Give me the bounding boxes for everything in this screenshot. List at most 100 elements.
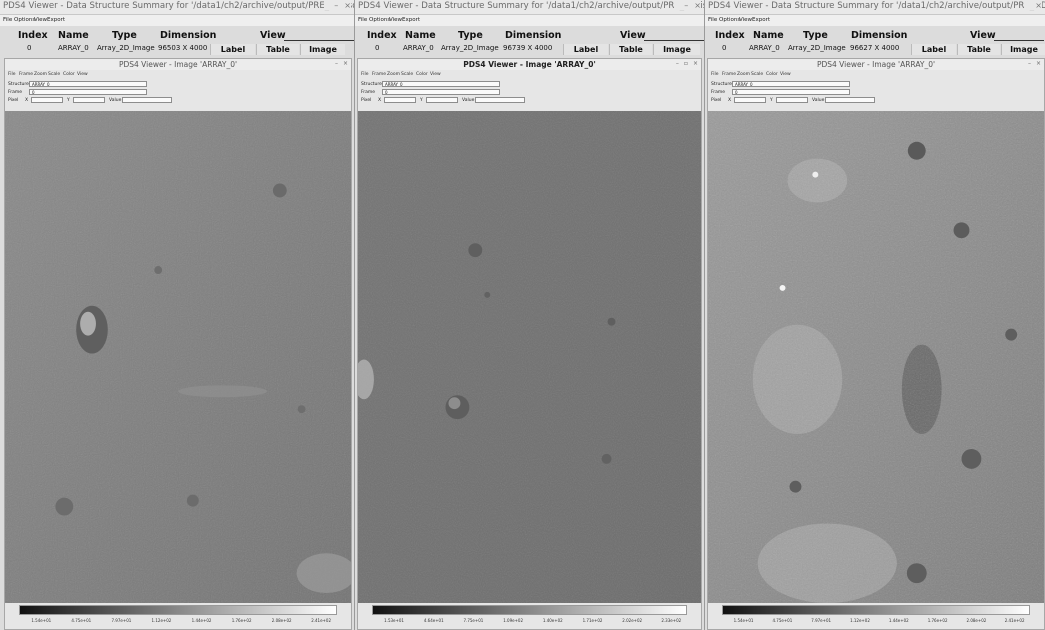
- menu-view[interactable]: View: [739, 17, 753, 23]
- x-field[interactable]: [31, 97, 63, 103]
- minimize-icon[interactable]: –: [334, 60, 338, 67]
- menu-export[interactable]: Export: [47, 17, 66, 23]
- label-button[interactable]: Label: [210, 44, 255, 55]
- x-label: X: [378, 98, 382, 103]
- menu-frame[interactable]: Frame: [722, 72, 737, 77]
- colorbar-tick: 1.12e+02: [850, 618, 870, 623]
- colorbar-tick: 4.64e+01: [423, 618, 444, 623]
- viewer-title: PDS4 Viewer - Image 'ARRAY_0': [816, 60, 936, 69]
- menu-color[interactable]: Color: [63, 72, 75, 77]
- close-icon[interactable]: ×: [344, 1, 351, 10]
- menu-view[interactable]: View: [389, 17, 403, 23]
- table-button[interactable]: Table: [609, 44, 652, 55]
- window-title-bar[interactable]: PDS4 Viewer - Data Structure Summary for…: [705, 0, 1045, 15]
- value-field[interactable]: [122, 97, 172, 103]
- value-label: Value: [109, 98, 122, 103]
- close-icon[interactable]: ×: [692, 60, 698, 67]
- minimize-icon[interactable]: –: [1027, 60, 1031, 67]
- image-button[interactable]: Image: [653, 44, 700, 55]
- colorbar-tick: 4.75e+01: [71, 618, 92, 623]
- value-field[interactable]: [475, 97, 525, 103]
- menu-file[interactable]: File: [8, 72, 16, 77]
- viewer-title-bar[interactable]: PDS4 Viewer - Image 'ARRAY_0' – ×: [708, 59, 1044, 70]
- menu-file[interactable]: File: [711, 72, 719, 77]
- col-index: Index: [715, 30, 745, 41]
- menu-view[interactable]: View: [780, 72, 791, 77]
- structure-field[interactable]: ARRAY_0: [382, 81, 500, 87]
- lunar-surface-image[interactable]: [358, 111, 701, 603]
- menu-frame[interactable]: Frame: [372, 72, 387, 77]
- close-icon[interactable]: ×: [694, 1, 701, 10]
- menu-file[interactable]: File: [358, 17, 368, 23]
- structure-field[interactable]: ARRAY_0: [29, 81, 147, 87]
- menu-frame[interactable]: Frame: [19, 72, 34, 77]
- row-type: Array_2D_Image: [97, 44, 155, 52]
- lunar-surface-graphic: [708, 111, 1044, 603]
- viewer-title-bar[interactable]: PDS4 Viewer - Image 'ARRAY_0' – ×: [5, 59, 351, 70]
- close-icon[interactable]: ×: [1035, 60, 1041, 67]
- viewer-title: PDS4 Viewer - Image 'ARRAY_0': [118, 60, 238, 69]
- frame-field[interactable]: 0: [29, 89, 147, 95]
- menu-scale[interactable]: Scale: [48, 72, 61, 77]
- row-index: 0: [27, 44, 32, 52]
- viewer-title-bar[interactable]: PDS4 Viewer - Image 'ARRAY_0' – ▫ ×: [358, 59, 701, 70]
- minimize-icon[interactable]: –: [334, 1, 339, 10]
- menu-file[interactable]: File: [361, 72, 369, 77]
- lunar-surface-image[interactable]: [708, 111, 1044, 603]
- menu-options[interactable]: Options: [719, 17, 741, 23]
- x-field[interactable]: [734, 97, 766, 103]
- menu-scale[interactable]: Scale: [401, 72, 414, 77]
- maximize-icon[interactable]: ▫: [683, 60, 688, 67]
- structure-field[interactable]: ARRAY_0: [732, 81, 850, 87]
- colorbar-tick: 1.54e+01: [31, 618, 52, 623]
- y-field[interactable]: [426, 97, 458, 103]
- window-title: PDS4 Viewer - Data Structure Summary for…: [708, 1, 1045, 11]
- col-type: Type: [458, 30, 483, 41]
- table-button[interactable]: Table: [256, 44, 299, 55]
- value-label: Value: [812, 98, 825, 103]
- colorbar-ticks: 1.53e+01 4.64e+01 7.75e+01 1.09e+02 1.40…: [372, 618, 687, 625]
- menu-export[interactable]: Export: [402, 17, 421, 23]
- label-button[interactable]: Label: [563, 44, 608, 55]
- table-header: Index Name Type Dimension View: [0, 29, 354, 42]
- close-icon[interactable]: ×: [1035, 1, 1042, 10]
- menu-file[interactable]: File: [3, 17, 13, 23]
- menu-zoom[interactable]: Zoom: [387, 72, 400, 77]
- menu-scale[interactable]: Scale: [751, 72, 764, 77]
- menu-options[interactable]: Options: [14, 17, 36, 23]
- summary-window-1: PDS4 Viewer - Data Structure Summary for…: [0, 0, 355, 630]
- window-title-bar[interactable]: PDS4 Viewer - Data Structure Summary for…: [355, 0, 704, 15]
- minimize-icon[interactable]: –: [675, 60, 679, 67]
- label-button[interactable]: Label: [911, 44, 956, 55]
- image-button[interactable]: Image: [300, 44, 345, 55]
- lunar-surface-image[interactable]: [5, 111, 351, 603]
- close-icon[interactable]: ×: [342, 60, 348, 67]
- colorbar: [372, 605, 687, 615]
- y-field[interactable]: [73, 97, 105, 103]
- frame-field[interactable]: 0: [382, 89, 500, 95]
- col-type: Type: [112, 30, 137, 41]
- col-dimension: Dimension: [160, 30, 217, 41]
- menu-view[interactable]: View: [34, 17, 48, 23]
- menu-color[interactable]: Color: [416, 72, 428, 77]
- menu-options[interactable]: Options: [369, 17, 391, 23]
- y-field[interactable]: [776, 97, 808, 103]
- menu-view[interactable]: View: [430, 72, 441, 77]
- row-dimension: 96503 X 4000: [158, 44, 208, 52]
- menu-color[interactable]: Color: [766, 72, 778, 77]
- menu-view[interactable]: View: [77, 72, 88, 77]
- table-button[interactable]: Table: [957, 44, 1000, 55]
- menu-zoom[interactable]: Zoom: [34, 72, 47, 77]
- image-button[interactable]: Image: [1001, 44, 1045, 55]
- colorbar-tick: 2.02e+02: [622, 618, 643, 623]
- frame-field[interactable]: 0: [732, 89, 850, 95]
- menu-zoom[interactable]: Zoom: [737, 72, 750, 77]
- x-field[interactable]: [384, 97, 416, 103]
- window-title-bar[interactable]: PDS4 Viewer - Data Structure Summary for…: [0, 0, 354, 15]
- menu-export[interactable]: Export: [752, 17, 771, 23]
- minimize-icon[interactable]: –: [684, 1, 689, 10]
- colorbar-tick: 1.76e+02: [927, 618, 948, 623]
- col-view: View: [620, 30, 646, 41]
- value-field[interactable]: [825, 97, 875, 103]
- menu-file[interactable]: File: [708, 17, 718, 23]
